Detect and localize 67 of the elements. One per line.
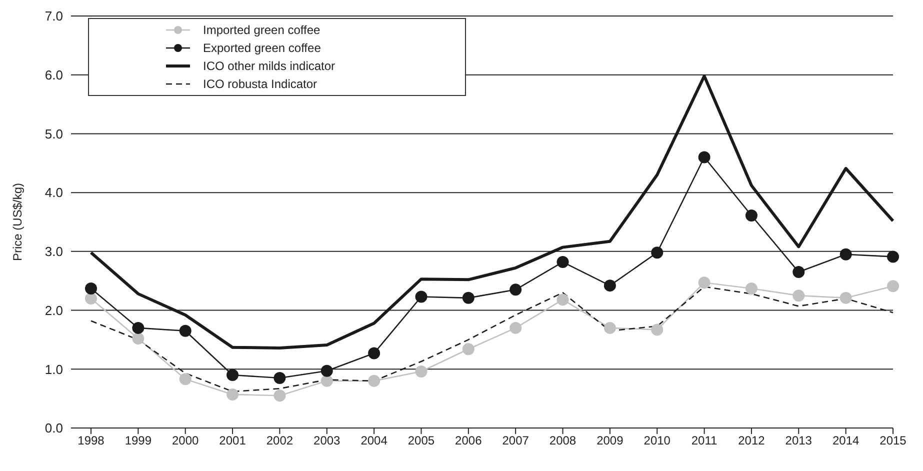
x-tick-label: 2000 — [172, 434, 200, 448]
point — [698, 276, 710, 289]
point — [274, 372, 286, 384]
y-axis-title: Price (US$/kg) — [10, 182, 24, 262]
point — [85, 292, 97, 305]
point — [887, 280, 899, 292]
point — [226, 388, 239, 400]
y-tick-label: 3.0 — [44, 244, 63, 260]
x-tick-label: 2007 — [502, 434, 530, 448]
x-tick-label: 2001 — [219, 434, 246, 448]
x-tick-label: 2010 — [644, 434, 671, 448]
point — [132, 322, 144, 334]
y-tick-label: 0.0 — [44, 420, 63, 436]
x-tick-label: 2014 — [832, 434, 860, 448]
point — [85, 282, 97, 295]
point — [368, 347, 380, 360]
legend-label: ICO robusta Indicator — [203, 77, 318, 91]
point — [368, 374, 380, 387]
point — [179, 324, 192, 337]
x-tick-label: 2003 — [314, 434, 341, 448]
legend-label: Exported green coffee — [203, 41, 321, 55]
point — [226, 369, 239, 382]
point — [462, 292, 474, 304]
point — [179, 373, 192, 386]
x-tick-label: 2009 — [596, 434, 624, 448]
x-tick-label: 2006 — [455, 434, 482, 448]
point — [887, 250, 899, 263]
point — [132, 332, 144, 345]
y-tick-label: 7.0 — [44, 8, 63, 24]
y-tick-label: 1.0 — [44, 362, 63, 377]
point — [604, 280, 616, 292]
point — [698, 151, 710, 164]
point — [510, 284, 522, 296]
y-tick-label: 6.0 — [44, 67, 63, 82]
point — [604, 322, 616, 334]
point — [320, 374, 333, 387]
point — [556, 294, 569, 306]
point — [651, 324, 664, 336]
y-tick-label: 5.0 — [44, 126, 63, 142]
legend-label: ICO other milds indicator — [203, 59, 336, 73]
x-tick-label: 2012 — [738, 434, 766, 448]
x-tick-label: 2011 — [691, 434, 718, 448]
point — [792, 290, 805, 302]
legend-label: Imported green coffee — [203, 23, 320, 37]
point — [745, 282, 758, 295]
x-tick-label: 1999 — [124, 434, 152, 448]
point — [415, 365, 428, 378]
x-tick-label: 2004 — [360, 434, 388, 448]
point — [556, 256, 569, 268]
point — [462, 343, 474, 356]
point — [510, 322, 522, 334]
point — [274, 390, 286, 402]
point — [792, 266, 805, 278]
point — [320, 364, 333, 377]
point — [415, 290, 428, 303]
x-tick-label: 2002 — [266, 434, 294, 448]
x-tick-label: 2013 — [785, 434, 812, 448]
point — [745, 210, 758, 222]
y-tick-label: 4.0 — [44, 185, 63, 200]
x-tick-label: 2015 — [880, 434, 907, 448]
x-tick-label: 1998 — [78, 434, 105, 448]
x-tick-label: 2005 — [408, 434, 435, 448]
point — [840, 292, 852, 304]
y-tick-label: 2.0 — [44, 302, 63, 318]
point — [840, 248, 852, 260]
point — [651, 246, 664, 259]
x-tick-label: 2008 — [549, 434, 576, 448]
